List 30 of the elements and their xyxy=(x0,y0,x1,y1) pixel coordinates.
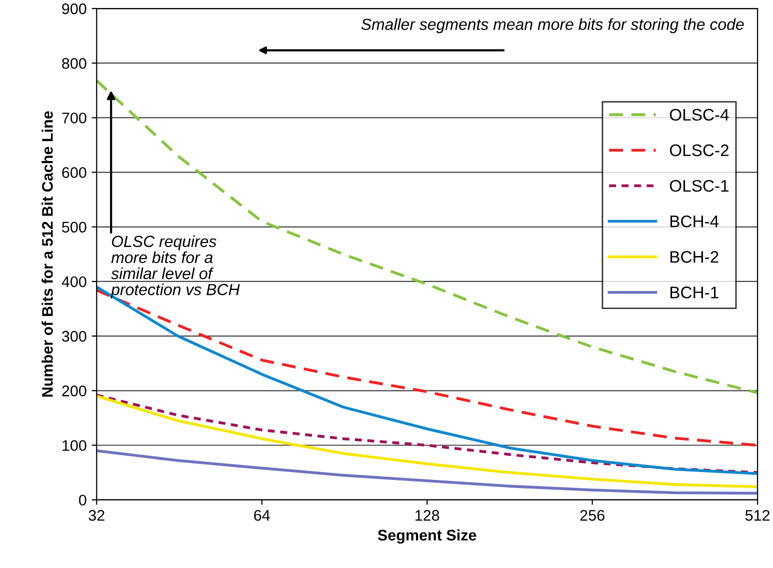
x-tick-label: 256 xyxy=(580,510,604,521)
annotation: Smaller segments mean more bits for storing the code xyxy=(361,18,744,34)
y-tick-label: 100 xyxy=(62,440,86,451)
x-tick-label: 512 xyxy=(745,510,770,521)
y-tick-label: 500 xyxy=(62,222,86,233)
y-tick-label: 900 xyxy=(62,3,86,14)
y-tick-label: 700 xyxy=(62,112,86,124)
y-tick-label: 400 xyxy=(62,276,86,288)
x-tick-label: 128 xyxy=(416,510,440,521)
x-tick-label: 64 xyxy=(254,510,270,521)
legend-label: OLSC-4 xyxy=(670,108,729,121)
y-tick-label: 800 xyxy=(62,58,86,69)
legend-label: BCH-2 xyxy=(670,251,718,263)
legend-label: OLSC-1 xyxy=(670,180,729,192)
x-axis-title: Segment Size xyxy=(378,529,476,544)
legend-label: BCH-1 xyxy=(670,286,718,298)
legend-label: BCH-4 xyxy=(670,215,719,228)
line-series xyxy=(96,79,758,394)
y-tick-label: 600 xyxy=(62,167,86,178)
line-series xyxy=(96,394,758,474)
y-tick-label: 0 xyxy=(79,494,86,506)
x-tick-label: 32 xyxy=(88,510,104,521)
y-tick-label: 300 xyxy=(62,330,86,342)
y-axis-title: Number of Bits for a 512 Bit Cache Line xyxy=(42,111,53,397)
annotation: OLSC requires more bits for a similar level of protection vs BCH xyxy=(110,235,240,298)
line-series xyxy=(96,449,758,495)
y-tick-label: 200 xyxy=(62,386,86,396)
line-series xyxy=(96,286,758,476)
line-series xyxy=(96,394,758,488)
legend-label: OLSC-2 xyxy=(670,144,728,156)
